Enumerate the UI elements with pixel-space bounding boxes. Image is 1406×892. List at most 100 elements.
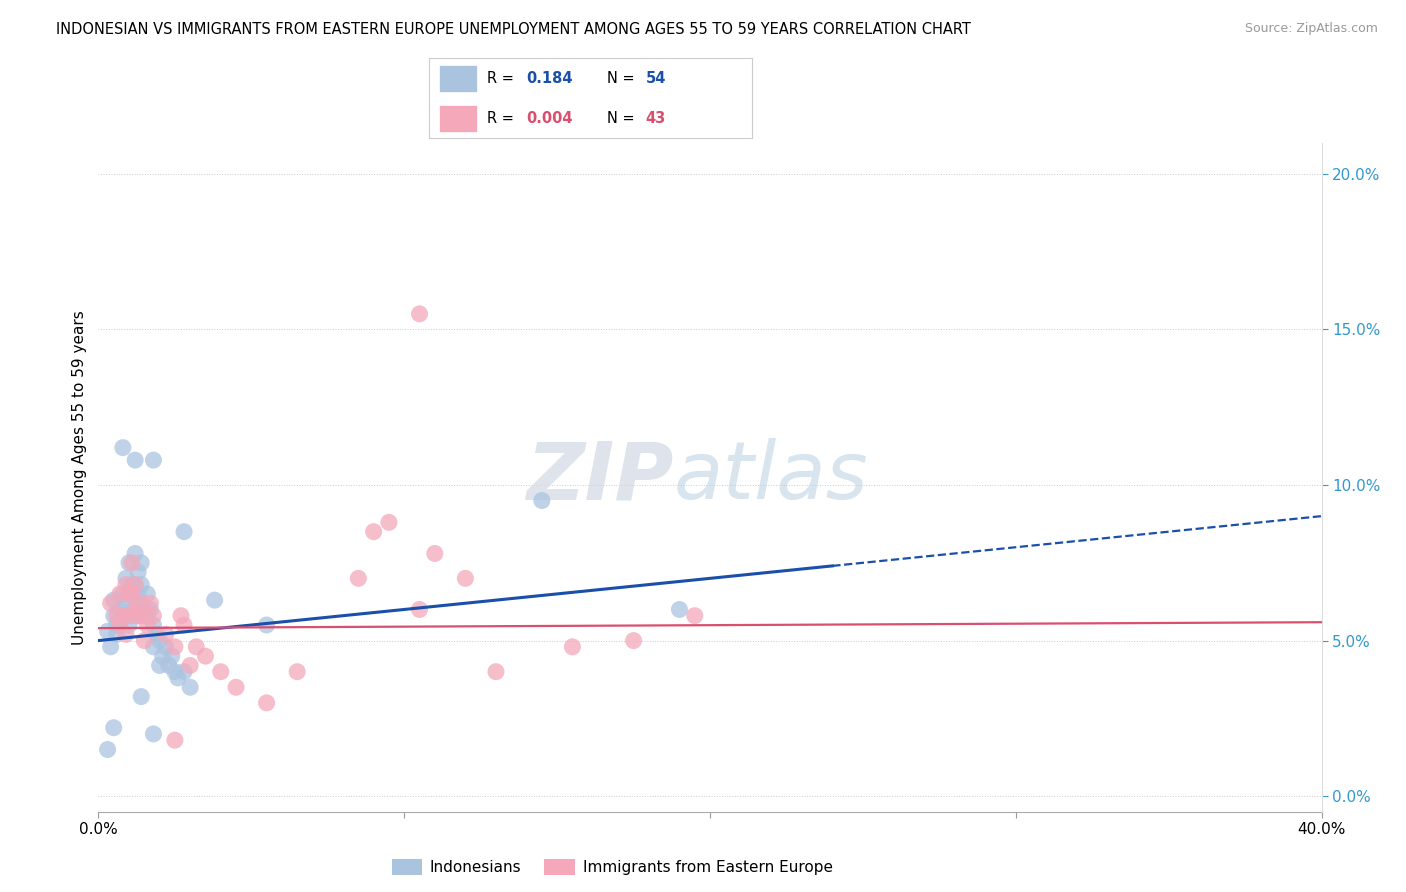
Point	[167, 671, 190, 685]
Point	[129, 577, 152, 591]
Point	[124, 577, 146, 591]
Point	[136, 618, 159, 632]
Point	[485, 665, 508, 679]
Point	[105, 618, 128, 632]
Point	[179, 680, 201, 694]
Point	[111, 441, 134, 455]
Point	[256, 696, 278, 710]
Point	[124, 602, 146, 616]
Point	[142, 640, 165, 654]
Point	[225, 680, 247, 694]
Point	[118, 587, 141, 601]
Legend: Indonesians, Immigrants from Eastern Europe: Indonesians, Immigrants from Eastern Eur…	[385, 853, 839, 881]
Point	[103, 721, 125, 735]
Point	[561, 640, 583, 654]
Text: ZIP: ZIP	[526, 438, 673, 516]
Point	[454, 571, 477, 585]
Point	[100, 596, 122, 610]
Point	[186, 640, 208, 654]
Point	[142, 608, 165, 623]
Point	[134, 602, 156, 616]
Point	[623, 633, 645, 648]
Point	[111, 587, 134, 601]
Point	[179, 658, 201, 673]
Point	[134, 633, 156, 648]
Point	[115, 627, 138, 641]
Point	[163, 733, 186, 747]
Point	[408, 602, 430, 616]
Point	[160, 649, 183, 664]
Point	[155, 627, 177, 641]
Point	[668, 602, 690, 616]
Text: INDONESIAN VS IMMIGRANTS FROM EASTERN EUROPE UNEMPLOYMENT AMONG AGES 55 TO 59 YE: INDONESIAN VS IMMIGRANTS FROM EASTERN EU…	[56, 22, 972, 37]
Point	[152, 649, 174, 664]
Point	[127, 608, 149, 623]
Point	[105, 627, 128, 641]
Point	[142, 727, 165, 741]
Point	[683, 608, 706, 623]
Point	[108, 618, 131, 632]
Point	[378, 516, 401, 530]
Point	[139, 596, 162, 610]
Point	[127, 565, 149, 579]
Point	[121, 577, 143, 591]
Point	[121, 556, 143, 570]
Point	[170, 608, 193, 623]
Point	[118, 608, 141, 623]
Point	[136, 587, 159, 601]
Point	[149, 633, 172, 648]
Point	[105, 608, 128, 623]
Point	[124, 546, 146, 560]
Text: 43: 43	[645, 111, 666, 126]
Point	[127, 587, 149, 601]
Point	[97, 742, 120, 756]
Point	[530, 493, 553, 508]
Point	[142, 453, 165, 467]
Point	[108, 602, 131, 616]
Point	[97, 624, 120, 639]
Text: 54: 54	[645, 70, 666, 86]
Point	[118, 556, 141, 570]
Point	[347, 571, 370, 585]
Text: N =: N =	[607, 70, 638, 86]
Text: atlas: atlas	[673, 438, 868, 516]
Point	[142, 618, 165, 632]
Point	[173, 524, 195, 539]
Point	[118, 587, 141, 601]
Y-axis label: Unemployment Among Ages 55 to 59 years: Unemployment Among Ages 55 to 59 years	[72, 310, 87, 645]
Point	[173, 665, 195, 679]
Text: R =: R =	[486, 70, 519, 86]
Point	[149, 658, 172, 673]
Point	[129, 556, 152, 570]
Point	[115, 571, 138, 585]
Point	[157, 658, 180, 673]
Point	[408, 307, 430, 321]
Point	[118, 618, 141, 632]
Point	[111, 608, 134, 623]
Point	[115, 596, 138, 610]
Point	[134, 608, 156, 623]
Point	[108, 587, 131, 601]
Point	[139, 602, 162, 616]
Point	[423, 546, 446, 560]
Point	[127, 608, 149, 623]
Text: R =: R =	[486, 111, 519, 126]
Point	[194, 649, 217, 664]
Point	[256, 618, 278, 632]
Bar	[439, 105, 478, 132]
Point	[363, 524, 385, 539]
Text: Source: ZipAtlas.com: Source: ZipAtlas.com	[1244, 22, 1378, 36]
Point	[111, 608, 134, 623]
Point	[124, 577, 146, 591]
Point	[145, 627, 167, 641]
Point	[136, 608, 159, 623]
Point	[173, 618, 195, 632]
Point	[121, 608, 143, 623]
Point	[103, 608, 125, 623]
Point	[163, 640, 186, 654]
Point	[204, 593, 226, 607]
Point	[108, 615, 131, 629]
Point	[124, 596, 146, 610]
Point	[163, 665, 186, 679]
Text: N =: N =	[607, 111, 638, 126]
